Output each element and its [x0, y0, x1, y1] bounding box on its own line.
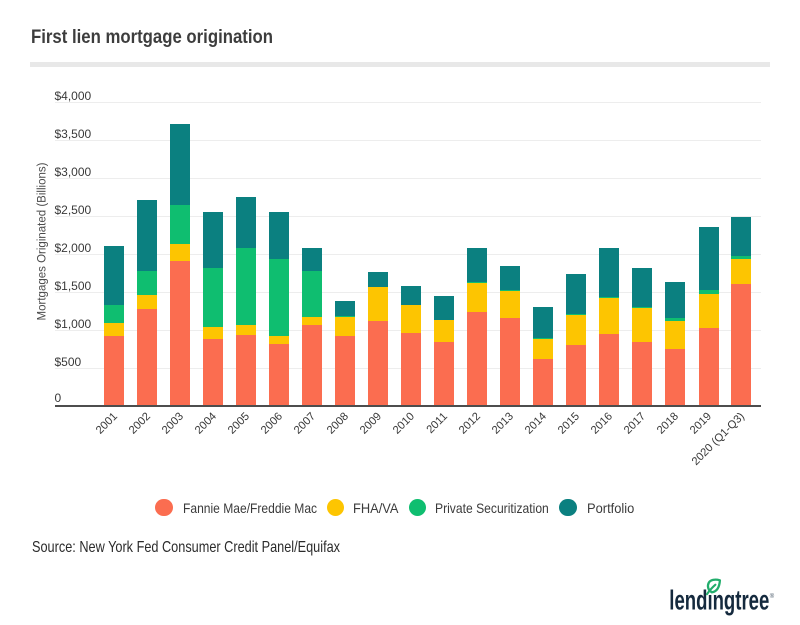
svg-text:lendıngtree: lendıngtree — [669, 584, 769, 615]
svg-text:®: ® — [770, 593, 775, 600]
